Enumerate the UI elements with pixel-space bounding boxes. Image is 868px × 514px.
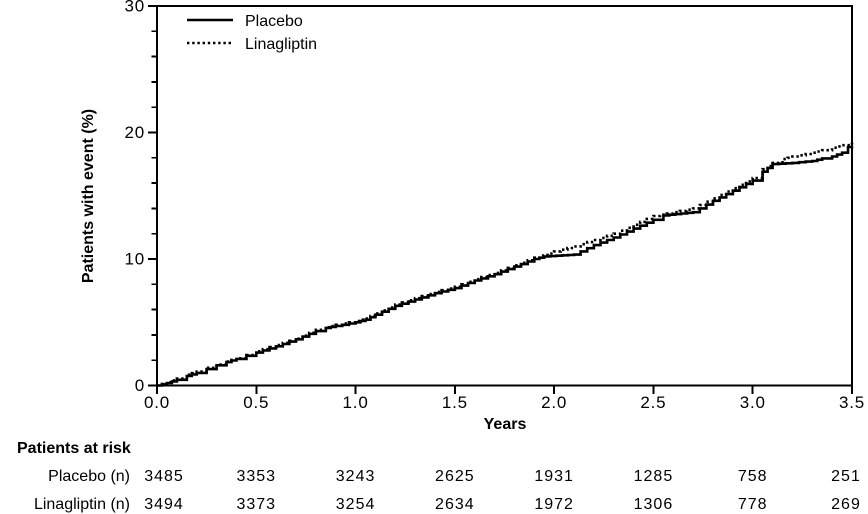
risk-value: 1931	[534, 468, 574, 485]
x-tick-label: 2.0	[541, 393, 567, 412]
tick-labels-layer: 0.0 0.5 1.0 1.5 2.0 2.5 3.0 3.5 0 10 20 30	[124, 0, 865, 412]
risk-value: 3243	[336, 468, 376, 485]
risk-value: 1306	[634, 496, 674, 513]
x-tick-label: 0.0	[144, 393, 170, 412]
risk-value: 758	[738, 468, 768, 485]
x-tick-label: 3.5	[839, 393, 865, 412]
legend: Placebo Linagliptin	[187, 13, 317, 53]
curves-layer	[157, 142, 854, 387]
legend-label-placebo: Placebo	[245, 13, 303, 30]
y-tick-label: 10	[124, 250, 145, 269]
risk-value: 3373	[236, 496, 276, 513]
y-axis-title: Patients with event (%)	[80, 109, 97, 283]
plot-border	[155, 4, 854, 387]
risk-value: 1972	[534, 496, 574, 513]
curve-linagliptin	[157, 142, 854, 387]
risk-value: 3485	[144, 468, 184, 485]
y-tick-label: 20	[124, 123, 145, 142]
risk-value: 2625	[435, 468, 475, 485]
x-tick-label: 1.5	[442, 393, 468, 412]
risk-values-layer: 3485 3353 3243 2625 1931 1285 758 251 3494 3373 32…	[144, 468, 861, 513]
x-tick-label: 3.0	[740, 393, 766, 412]
risk-value: 1285	[634, 468, 674, 485]
risk-table-title: Patients at risk	[17, 440, 131, 457]
risk-value: 3353	[236, 468, 276, 485]
axes-layer	[148, 4, 854, 394]
risk-value: 778	[738, 496, 768, 513]
x-axis-title: Years	[484, 416, 527, 433]
y-tick-label: 30	[124, 0, 145, 16]
risk-value: 269	[831, 496, 861, 513]
y-tick-label: 0	[135, 376, 145, 395]
x-tick-label: 1.0	[343, 393, 369, 412]
x-tick-label: 2.5	[640, 393, 666, 412]
risk-row-label-placebo: Placebo (n)	[48, 468, 130, 485]
risk-value: 251	[831, 468, 861, 485]
risk-value: 3254	[336, 496, 376, 513]
risk-value: 2634	[435, 496, 475, 513]
curve-placebo	[157, 145, 854, 387]
x-tick-label: 0.5	[243, 393, 269, 412]
risk-row-label-linagliptin: Linagliptin (n)	[34, 496, 130, 513]
risk-value: 3494	[144, 496, 184, 513]
legend-label-linagliptin: Linagliptin	[245, 36, 317, 53]
